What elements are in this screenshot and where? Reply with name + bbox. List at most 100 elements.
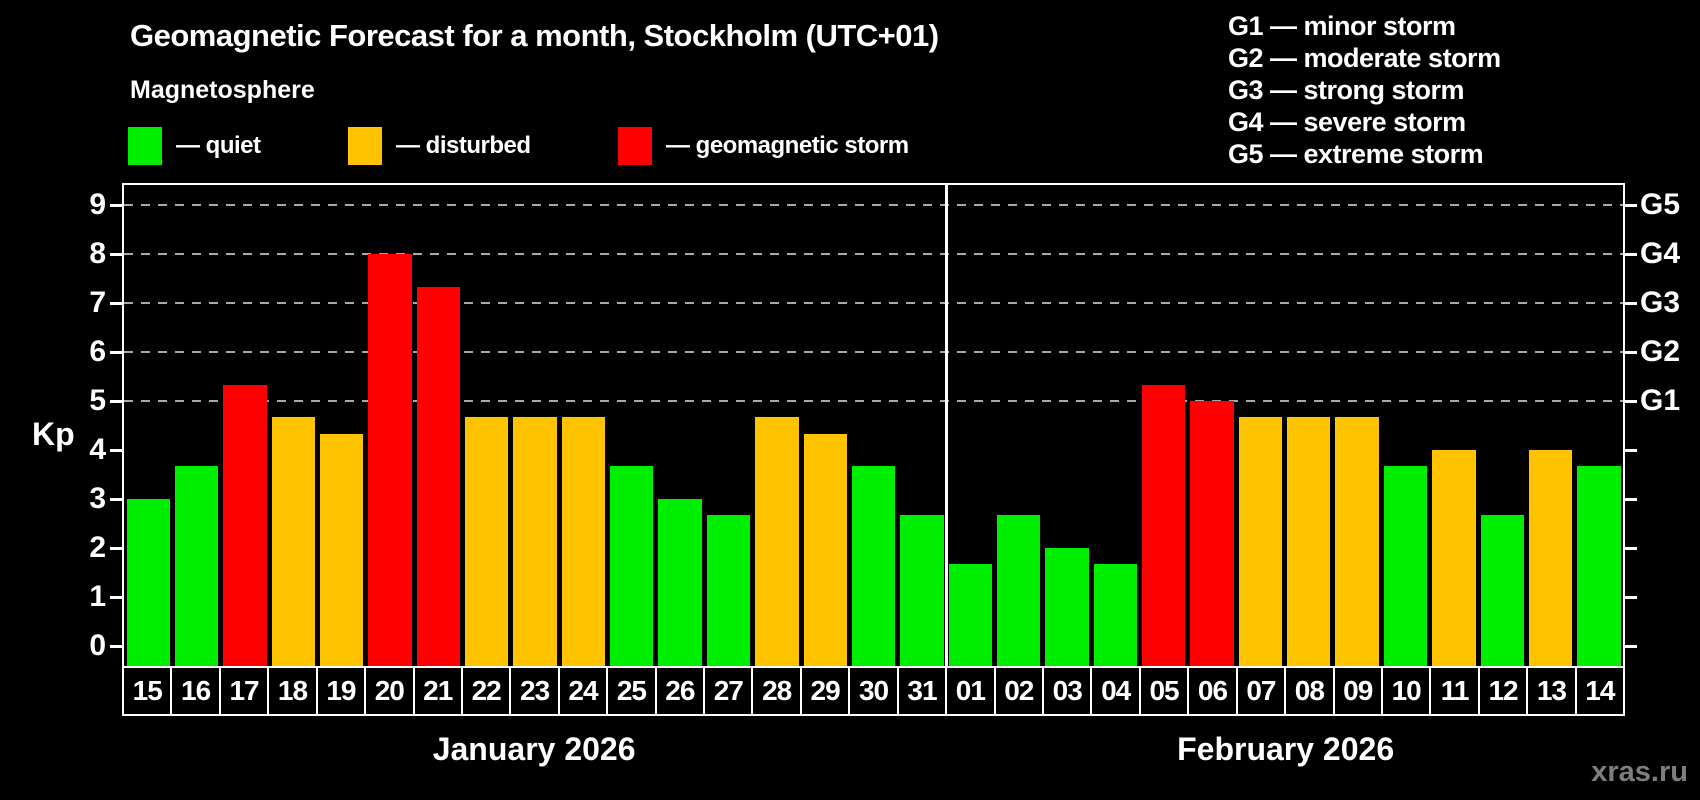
- bar-slot: [1188, 185, 1236, 666]
- watermark: xras.ru: [1591, 756, 1688, 788]
- kp-bar-day-09: [1335, 417, 1379, 666]
- bar-slot: [608, 185, 656, 666]
- bar-slot: [1091, 185, 1139, 666]
- y-tick-left: [110, 252, 122, 256]
- kp-bar-day-12: [1480, 515, 1524, 666]
- kp-bar-day-23: [513, 417, 557, 666]
- bar-slot: [124, 185, 172, 666]
- kp-bar-day-01: [948, 564, 992, 666]
- kp-bar-day-26: [658, 499, 702, 666]
- day-label-11: 11: [1429, 666, 1480, 716]
- y-tick-left: [110, 301, 122, 305]
- bar-slot: [1430, 185, 1478, 666]
- kp-bar-day-25: [610, 466, 654, 666]
- bar-slot: [221, 185, 269, 666]
- g-scale-label-G3: G3: [1640, 285, 1681, 319]
- kp-bar-day-30: [851, 466, 896, 666]
- magnetosphere-subtitle: Magnetosphere: [130, 76, 315, 104]
- day-label-19: 19: [315, 666, 367, 716]
- storm-scale-line: G4 — severe storm: [1228, 107, 1466, 137]
- kp-bar-day-07: [1238, 417, 1283, 666]
- y-tick-label: 9: [89, 187, 106, 221]
- kp-bar-day-08: [1287, 417, 1331, 666]
- day-label-25: 25: [606, 666, 657, 716]
- page-title: Geomagnetic Forecast for a month, Stockh…: [130, 18, 939, 53]
- bar-slot: [1333, 185, 1381, 666]
- y-tick-right: [1625, 399, 1637, 403]
- y-tick-label: 1: [89, 580, 106, 614]
- bar-slot: [269, 185, 317, 666]
- y-tick-left: [110, 547, 122, 551]
- kp-bar-day-11: [1432, 450, 1476, 666]
- day-label-06: 06: [1187, 666, 1238, 716]
- bar-slot: [317, 185, 365, 666]
- bars-container: [124, 185, 1623, 666]
- day-label-15: 15: [122, 666, 173, 716]
- kp-bar-day-02: [996, 515, 1041, 666]
- day-label-18: 18: [267, 666, 318, 716]
- month-label: February 2026: [1177, 730, 1395, 767]
- storm-scale-line: G1 — minor storm: [1228, 11, 1456, 41]
- kp-bar-day-19: [319, 433, 364, 666]
- bar-slot: [1575, 185, 1623, 666]
- bar-slot: [1043, 185, 1091, 666]
- bar-slot: [656, 185, 704, 666]
- storm-scale-line: G5 — extreme storm: [1228, 139, 1484, 169]
- gridline-kp-7: [124, 301, 1623, 304]
- y-tick-label: 6: [89, 334, 106, 368]
- bar-slot: [1140, 185, 1188, 666]
- day-label-20: 20: [364, 666, 415, 716]
- y-tick-right: [1625, 645, 1637, 649]
- storm-scale-legend: G1 — minor storm G2 — moderate storm G3 — …: [1228, 10, 1501, 170]
- day-label-03: 03: [1042, 666, 1093, 716]
- y-tick-right: [1625, 203, 1637, 207]
- y-tick-left: [110, 449, 122, 453]
- storm-scale-line: G3 — strong storm: [1228, 75, 1465, 105]
- day-label-13: 13: [1526, 666, 1577, 716]
- day-label-08: 08: [1284, 666, 1335, 716]
- day-label-21: 21: [412, 666, 463, 716]
- month-separator-line: [945, 185, 949, 666]
- bar-slot: [1526, 185, 1574, 666]
- day-label-02: 02: [993, 666, 1045, 716]
- y-tick-label: 4: [89, 433, 106, 467]
- y-tick-left: [110, 399, 122, 403]
- legend-label: — quiet: [176, 132, 261, 159]
- legend-label: — disturbed: [396, 132, 531, 159]
- y-axis-title: Kp: [32, 415, 75, 452]
- kp-bar-day-05: [1142, 384, 1186, 666]
- bar-slot: [1236, 185, 1284, 666]
- day-label-26: 26: [654, 666, 706, 716]
- y-tick-left: [110, 203, 122, 207]
- bar-slot: [366, 185, 414, 666]
- bar-slot: [801, 185, 849, 666]
- bar-slot: [1478, 185, 1526, 666]
- bar-slot: [1285, 185, 1333, 666]
- day-label-27: 27: [703, 666, 754, 716]
- y-tick-right: [1625, 301, 1637, 305]
- g-scale-label-G5: G5: [1640, 187, 1681, 221]
- bar-slot: [1381, 185, 1429, 666]
- gridline-kp-5: [124, 399, 1623, 402]
- y-tick-left: [110, 350, 122, 354]
- y-tick-left: [110, 645, 122, 649]
- kp-bar-day-20: [368, 253, 412, 666]
- kp-bar-day-17: [223, 384, 267, 666]
- kp-bar-day-27: [706, 515, 751, 666]
- day-label-31: 31: [896, 666, 948, 716]
- kp-bar-day-24: [561, 417, 606, 666]
- day-axis: 15 16 17 18 19 20 21 22 23 24 25 26 27 28 29 30 31 01 02 03…: [122, 666, 1626, 716]
- kp-bar-day-10: [1383, 466, 1428, 666]
- bar-slot: [946, 185, 994, 666]
- kp-bar-day-18: [271, 417, 315, 666]
- day-label-01: 01: [945, 666, 996, 716]
- y-tick-label: 5: [89, 383, 106, 417]
- legend-item-quiet: — quiet: [128, 126, 261, 166]
- day-label-05: 05: [1138, 666, 1190, 716]
- day-label-10: 10: [1380, 666, 1432, 716]
- y-tick-right: [1625, 350, 1637, 354]
- legend-label: — geomagnetic storm: [666, 132, 909, 159]
- y-tick-left: [110, 596, 122, 600]
- bar-slot: [704, 185, 752, 666]
